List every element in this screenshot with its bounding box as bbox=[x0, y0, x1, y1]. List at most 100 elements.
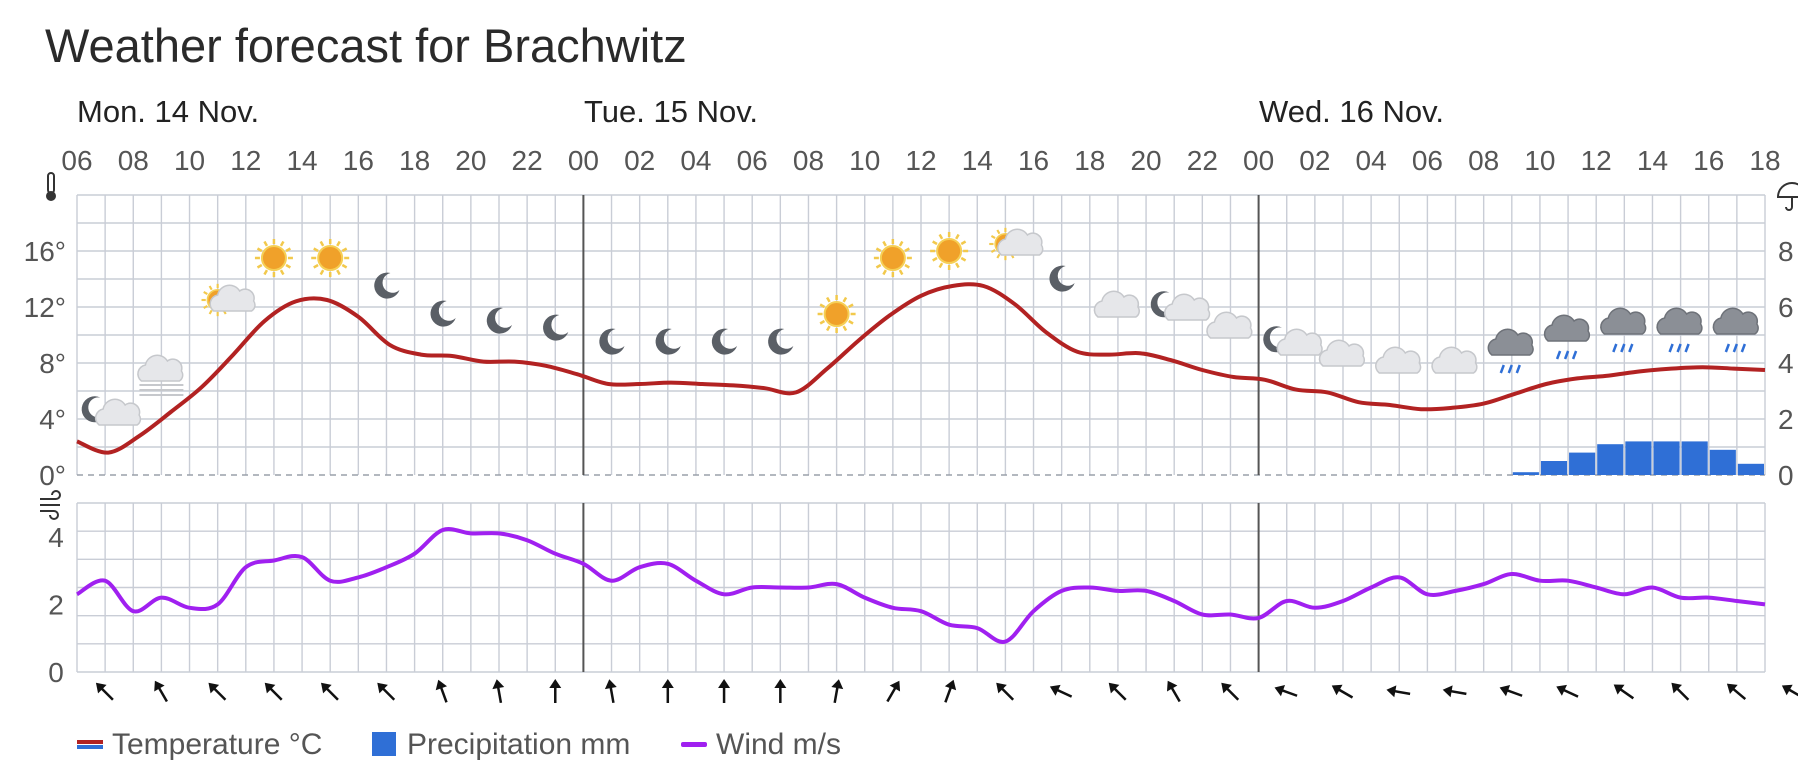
hour-label: 06 bbox=[61, 145, 92, 176]
precipitation-bar bbox=[1625, 441, 1652, 475]
precipitation-bar bbox=[1540, 461, 1568, 475]
hour-label: 00 bbox=[568, 145, 599, 176]
page-title: Weather forecast for Brachwitz bbox=[45, 19, 687, 72]
moon-icon bbox=[599, 328, 625, 355]
hour-label: 22 bbox=[512, 145, 543, 176]
wind-line bbox=[75, 527, 1766, 644]
moon-icon bbox=[374, 272, 400, 299]
hour-label: 20 bbox=[1130, 145, 1161, 176]
hour-label: 04 bbox=[680, 145, 711, 176]
legend-label: Precipitation mm bbox=[407, 728, 630, 761]
wind-direction-arrow bbox=[208, 682, 227, 701]
temperature-line bbox=[76, 282, 1766, 455]
wind-direction-arrow bbox=[1331, 684, 1354, 699]
wind-direction-arrow bbox=[435, 679, 448, 703]
hour-label: 14 bbox=[286, 145, 317, 176]
sun-icon bbox=[311, 239, 350, 277]
wind-icon bbox=[40, 490, 61, 520]
wind-direction-arrow bbox=[886, 680, 901, 703]
hour-label: 04 bbox=[1356, 145, 1387, 176]
wind-direction-arrow bbox=[1442, 685, 1467, 698]
precipitation-legend-square bbox=[372, 732, 396, 756]
hour-label: 12 bbox=[905, 145, 936, 176]
rain-cloud-icon bbox=[1712, 307, 1759, 353]
rain-cloud-icon bbox=[1543, 314, 1591, 360]
hour-label: 18 bbox=[1749, 145, 1780, 176]
wind-direction-arrow bbox=[1613, 684, 1635, 700]
wind-direction-arrow bbox=[1671, 682, 1690, 701]
hour-label: 02 bbox=[624, 145, 655, 176]
wind-direction-arrow bbox=[1167, 680, 1181, 703]
wind-axis-tick: 4 bbox=[48, 522, 64, 553]
moon-cloud-icon bbox=[1150, 291, 1211, 321]
wind-axis-tick: 2 bbox=[48, 589, 64, 620]
rain-cloud-icon bbox=[1600, 307, 1647, 353]
day-label: Wed. 16 Nov. bbox=[1259, 94, 1444, 129]
fog-cloud-icon bbox=[137, 354, 184, 396]
cloud-icon bbox=[1431, 346, 1478, 374]
precipitation-bar bbox=[1653, 441, 1680, 475]
wind-direction-arrow bbox=[1221, 682, 1240, 701]
hour-label: 16 bbox=[1693, 145, 1724, 176]
hour-label: 08 bbox=[1468, 145, 1499, 176]
hour-label: 12 bbox=[230, 145, 261, 176]
moon-icon bbox=[711, 328, 738, 355]
cloud-icon bbox=[1375, 346, 1422, 374]
precipitation-bar bbox=[1709, 449, 1736, 475]
rain-cloud-icon bbox=[1487, 328, 1534, 374]
sun-icon bbox=[873, 239, 912, 277]
wind-direction-arrow bbox=[1726, 683, 1747, 701]
legend-label: Wind m/s bbox=[716, 728, 841, 761]
moon-cloud-icon bbox=[81, 396, 142, 426]
hour-label: 06 bbox=[1412, 145, 1443, 176]
precipitation-axis-tick: 2 bbox=[1778, 404, 1794, 435]
moon-icon bbox=[768, 328, 794, 355]
hour-label: 10 bbox=[849, 145, 880, 176]
hour-label: 08 bbox=[118, 145, 149, 176]
precipitation-axis-tick: 4 bbox=[1778, 348, 1794, 379]
temperature-axis-tick: 8° bbox=[39, 348, 66, 379]
precipitation-axis-tick: 8 bbox=[1778, 236, 1794, 267]
wind-direction-arrow bbox=[718, 679, 731, 703]
sun-cloud-icon bbox=[989, 227, 1044, 261]
sun-icon bbox=[930, 232, 969, 270]
legend-label: Temperature °C bbox=[112, 728, 322, 761]
precipitation-axis-tick: 6 bbox=[1778, 292, 1794, 323]
precipitation-bar bbox=[1512, 472, 1539, 475]
wind-direction-arrow bbox=[264, 682, 283, 701]
temperature-axis-tick: 16° bbox=[24, 236, 66, 267]
temperature-legend-line-secondary bbox=[77, 745, 103, 749]
hour-label: 10 bbox=[174, 145, 205, 176]
wind-direction-arrow bbox=[1499, 684, 1523, 697]
wind-direction-arrow bbox=[774, 679, 787, 703]
wind-direction-arrow bbox=[1386, 685, 1411, 698]
hour-label: 02 bbox=[1299, 145, 1330, 176]
hour-label: 00 bbox=[1243, 145, 1274, 176]
wind-direction-arrow bbox=[1556, 684, 1579, 698]
cloud-icon bbox=[1318, 339, 1366, 367]
cloud-icon bbox=[1206, 311, 1253, 339]
wind-direction-arrow bbox=[1781, 684, 1798, 699]
wind-direction-arrow bbox=[1274, 684, 1298, 697]
moon-icon bbox=[655, 328, 681, 355]
precipitation-bar bbox=[1569, 452, 1596, 475]
chart-grid bbox=[76, 194, 1766, 673]
wind-direction-arrow bbox=[661, 679, 674, 703]
precipitation-bar bbox=[1597, 444, 1624, 475]
wind-direction-arrow bbox=[1108, 682, 1127, 701]
moon-icon bbox=[486, 307, 512, 334]
wind-direction-arrow bbox=[604, 679, 617, 704]
precipitation-axis-tick: 0 bbox=[1778, 460, 1794, 491]
wind-direction-arrow bbox=[492, 679, 505, 704]
wind-direction-arrow bbox=[321, 682, 339, 701]
moon-icon bbox=[430, 300, 456, 327]
temperature-legend-line bbox=[77, 740, 103, 744]
hour-label: 18 bbox=[1074, 145, 1105, 176]
wind-direction-arrow bbox=[154, 680, 168, 703]
sun-cloud-icon bbox=[201, 283, 256, 317]
precipitation-bar bbox=[1737, 463, 1764, 475]
wind-direction-arrow bbox=[1049, 684, 1073, 698]
wind-direction-arrow bbox=[377, 682, 396, 701]
